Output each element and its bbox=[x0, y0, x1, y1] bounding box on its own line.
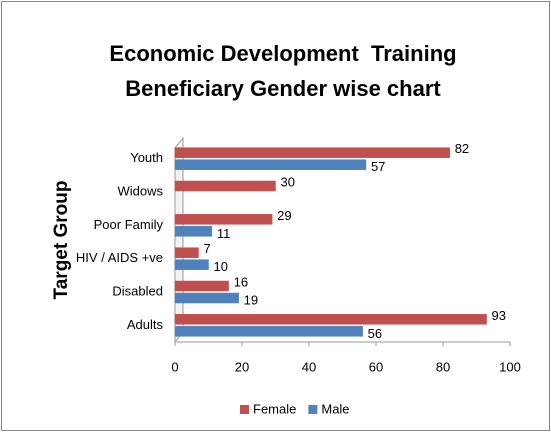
bar bbox=[174, 226, 213, 237]
bar bbox=[174, 180, 276, 192]
x-tick-label: 100 bbox=[499, 359, 521, 374]
y-tick-label: HIV / AIDS +ve bbox=[76, 250, 163, 265]
legend-swatch bbox=[240, 405, 249, 414]
legend-label: Female bbox=[253, 401, 296, 416]
data-label: 82 bbox=[455, 141, 469, 156]
data-label: 19 bbox=[244, 292, 258, 307]
y-tick-label: Adults bbox=[127, 317, 164, 332]
data-label: 16 bbox=[234, 274, 248, 289]
data-label: 56 bbox=[368, 326, 382, 341]
data-label: 10 bbox=[214, 259, 228, 274]
chart-title: Beneficiary Gender wise chart bbox=[125, 76, 441, 101]
bar bbox=[174, 292, 239, 304]
data-label: 30 bbox=[281, 174, 295, 189]
data-label: 93 bbox=[492, 308, 506, 323]
data-label: 29 bbox=[277, 208, 291, 223]
chart-title: Economic Development Training bbox=[109, 41, 456, 66]
legend-label: Male bbox=[321, 401, 349, 416]
data-label: 11 bbox=[217, 226, 231, 241]
bar bbox=[174, 280, 229, 292]
y-tick-label: Disabled bbox=[112, 283, 163, 298]
bar bbox=[174, 259, 209, 270]
y-axis-title: Target Group bbox=[51, 181, 72, 300]
data-label: 57 bbox=[371, 159, 385, 174]
y-tick-label: Widows bbox=[117, 183, 163, 198]
bar bbox=[174, 326, 363, 337]
data-label: 7 bbox=[203, 241, 210, 256]
x-tick-label: 60 bbox=[369, 359, 383, 374]
y-tick-label: Poor Family bbox=[94, 217, 164, 232]
x-tick-label: 40 bbox=[302, 359, 316, 374]
bar bbox=[174, 314, 487, 325]
x-tick-label: 80 bbox=[436, 359, 450, 374]
y-tick-label: Youth bbox=[130, 150, 163, 165]
bar bbox=[174, 147, 450, 158]
bar bbox=[174, 159, 367, 170]
bar bbox=[174, 247, 199, 258]
bar bbox=[174, 214, 273, 225]
x-tick-label: 20 bbox=[235, 359, 249, 374]
legend-swatch bbox=[308, 405, 318, 414]
x-tick-label: 0 bbox=[171, 359, 178, 374]
